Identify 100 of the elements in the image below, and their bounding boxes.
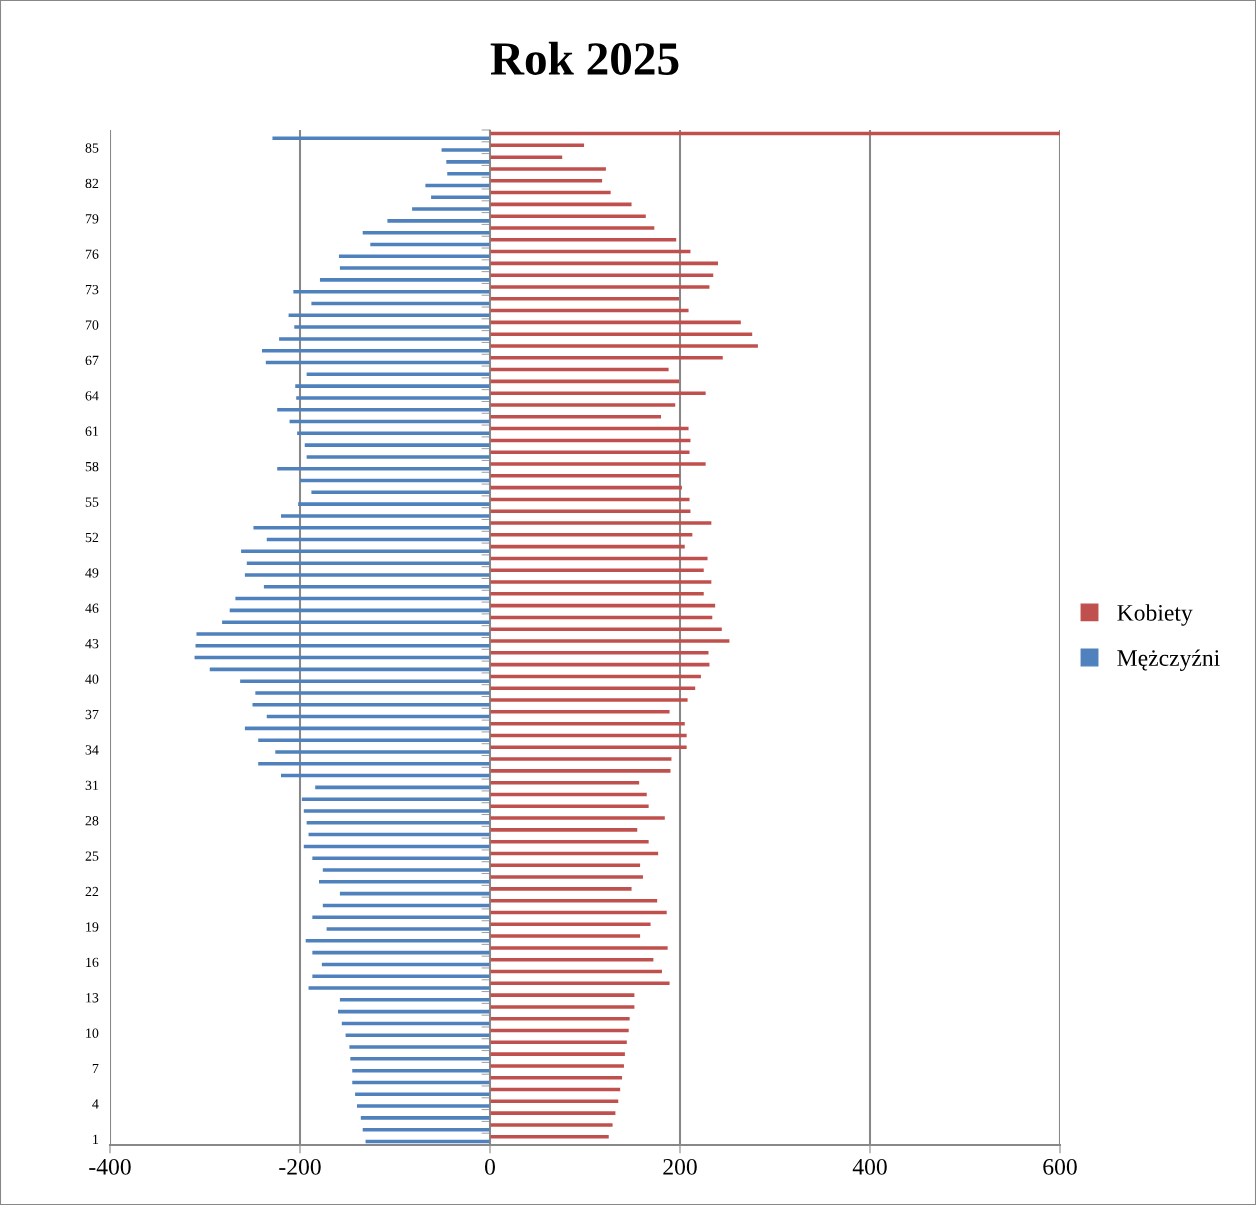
chart-title: Rok 2025 — [490, 41, 679, 75]
bar — [312, 856, 490, 860]
bar — [255, 691, 490, 695]
bar — [272, 136, 490, 141]
y-tick-label: 10 — [86, 1028, 99, 1038]
bar — [490, 285, 710, 289]
bar — [294, 325, 490, 329]
bar — [357, 1104, 490, 1108]
bar — [322, 868, 490, 872]
bar — [298, 502, 490, 506]
y-tick-label: 1 — [93, 1134, 99, 1144]
bar — [246, 561, 490, 565]
bar — [360, 1116, 490, 1120]
x-tick-label: 200 — [663, 1158, 697, 1175]
bar — [490, 226, 655, 230]
bar — [490, 297, 680, 301]
bar — [490, 403, 676, 407]
bar — [490, 993, 635, 997]
bar — [490, 757, 672, 761]
bar — [258, 738, 490, 742]
bar — [490, 686, 696, 691]
bar — [490, 155, 563, 159]
x-tick-label: 0 — [485, 1158, 495, 1175]
bar — [312, 915, 490, 919]
bar — [490, 568, 704, 572]
bar — [490, 710, 670, 714]
bar — [490, 698, 688, 702]
y-tick-label: 22 — [85, 886, 99, 897]
bar — [490, 521, 712, 525]
bar — [345, 1033, 490, 1038]
bar — [490, 533, 693, 537]
bar — [490, 651, 709, 655]
y-tick-label: 55 — [85, 497, 99, 507]
y-tick-label: 73 — [85, 284, 99, 295]
bar — [306, 455, 490, 459]
y-tick-label: 76 — [85, 249, 99, 259]
bar — [490, 580, 712, 584]
bar — [490, 946, 668, 950]
bar — [296, 396, 490, 400]
bar — [490, 178, 603, 183]
y-tick-label: 37 — [85, 709, 99, 720]
bar — [490, 627, 722, 632]
bar — [258, 762, 490, 766]
bar — [319, 278, 490, 282]
bar — [301, 797, 490, 801]
bar — [490, 332, 753, 336]
bar — [490, 934, 641, 938]
bar — [281, 514, 490, 518]
y-tick-label: 7 — [92, 1064, 99, 1074]
bar — [306, 821, 490, 825]
bar — [490, 592, 704, 596]
bar — [263, 584, 490, 589]
bar — [355, 1092, 490, 1097]
y-tick-label: 85 — [85, 143, 99, 153]
y-tick-label: 13 — [86, 993, 99, 1003]
bar — [490, 273, 714, 277]
bar — [222, 620, 490, 624]
bar — [490, 167, 606, 171]
y-tick-label: 4 — [92, 1099, 99, 1109]
bar — [339, 998, 490, 1002]
bar — [490, 344, 758, 348]
y-tick-label: 28 — [85, 816, 99, 826]
y-tick-label: 43 — [85, 639, 99, 649]
bar — [349, 1045, 490, 1049]
y-tick-label: 64 — [85, 391, 99, 401]
bar — [308, 986, 490, 990]
x-tick-label: -400 — [89, 1158, 131, 1175]
bar — [490, 816, 665, 820]
legend-label: Kobiety — [1117, 604, 1193, 626]
bar — [312, 974, 490, 978]
y-tick-label: 49 — [85, 568, 99, 578]
bar — [326, 927, 490, 931]
bar — [304, 443, 490, 447]
bar — [490, 1005, 635, 1009]
bar — [490, 639, 730, 643]
bar — [490, 356, 723, 360]
bar — [490, 1052, 625, 1056]
bar — [295, 384, 490, 388]
bar — [490, 509, 691, 513]
bar — [387, 219, 490, 223]
y-tick-label: 58 — [85, 461, 99, 472]
bar — [490, 769, 671, 773]
bar — [244, 573, 490, 577]
bar — [240, 679, 490, 683]
bar — [490, 415, 661, 419]
bar — [490, 828, 638, 832]
y-tick-label: 52 — [85, 532, 99, 543]
x-tick-label: 600 — [1043, 1158, 1077, 1175]
legend-label: Mężczyźni — [1117, 649, 1220, 671]
y-tick-label: 46 — [85, 603, 99, 613]
bar — [490, 745, 687, 750]
bar — [446, 160, 490, 164]
bar — [275, 750, 490, 754]
y-tick-label: 16 — [86, 957, 99, 968]
bar — [490, 214, 646, 218]
y-tick-label: 79 — [85, 214, 99, 224]
bar — [490, 462, 706, 466]
bar — [303, 809, 490, 813]
bar — [195, 643, 490, 648]
bar — [339, 266, 490, 270]
